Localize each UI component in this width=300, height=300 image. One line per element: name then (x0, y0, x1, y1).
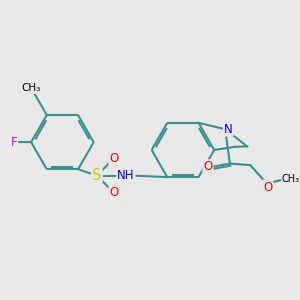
Text: O: O (110, 152, 119, 165)
Text: O: O (263, 181, 272, 194)
Text: CH₃: CH₃ (282, 174, 300, 184)
Text: S: S (92, 168, 101, 183)
Text: N: N (224, 123, 233, 136)
Text: NH: NH (117, 169, 135, 182)
Text: F: F (11, 136, 17, 149)
Text: O: O (203, 160, 213, 173)
Text: CH₃: CH₃ (22, 83, 41, 93)
Text: O: O (110, 186, 119, 199)
